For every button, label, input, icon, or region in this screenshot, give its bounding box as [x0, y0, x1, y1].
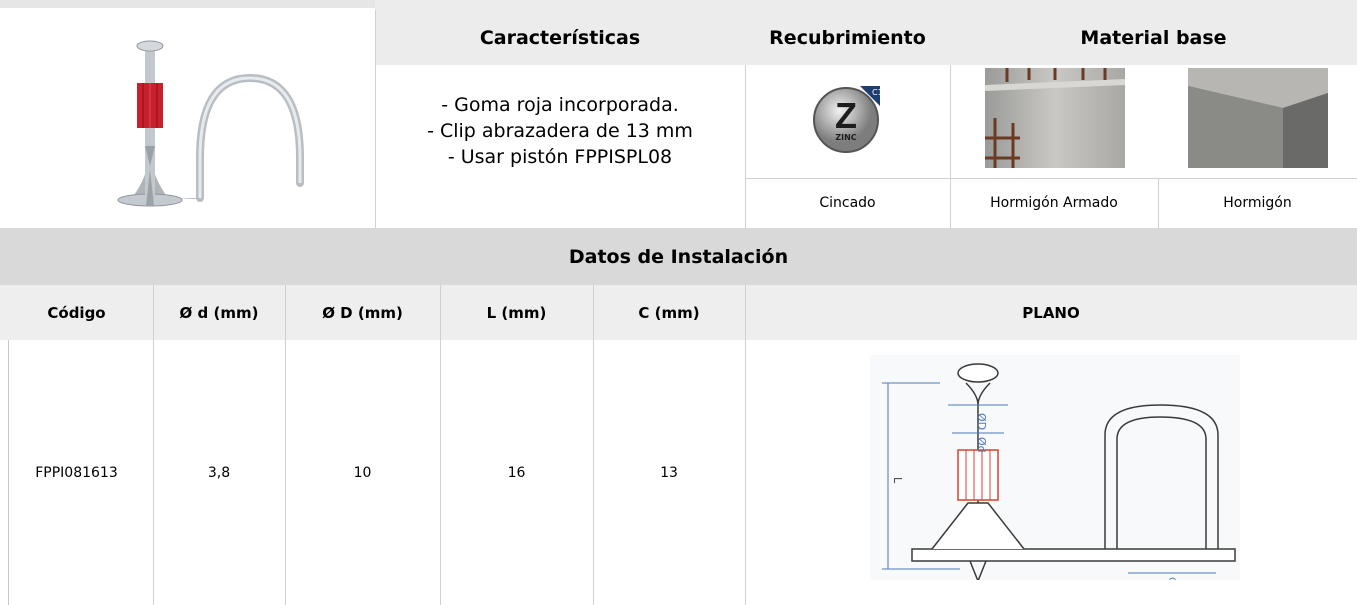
header-cell: Características: [479, 26, 641, 49]
divider: [8, 340, 9, 605]
cell: FPPI081613: [35, 464, 118, 481]
divider: [745, 178, 1357, 179]
column-header: Ø d (mm): [179, 303, 259, 322]
top-strip: [375, 0, 1357, 10]
divider: [950, 65, 951, 228]
column-header: L (mm): [486, 303, 547, 322]
divider: [440, 285, 441, 605]
dimension-label: L: [891, 477, 904, 484]
characteristic: - Usar pistón FPPISPL08: [447, 146, 673, 168]
dimension-label: Ød: [975, 437, 988, 453]
characteristic: - Clip abrazadera de 13 mm: [427, 120, 693, 142]
reinforced-concrete-image: [985, 68, 1125, 168]
header-cell: Recubrimiento: [769, 26, 926, 49]
technical-drawing: ØD Ød L C: [870, 355, 1240, 580]
column-header: PLANO: [1022, 303, 1080, 322]
divider: [285, 285, 286, 605]
badge-class: C1: [872, 88, 883, 97]
coating-label: Cincado: [819, 195, 876, 211]
badge-letter: Z: [835, 95, 857, 136]
cell: 3,8: [207, 464, 231, 481]
product-image: [117, 40, 304, 207]
divider: [745, 285, 746, 605]
divider: [375, 10, 376, 228]
divider: [745, 65, 746, 228]
divider: [153, 285, 154, 605]
column-header: C (mm): [638, 303, 700, 322]
material-label: Hormigón Armado: [990, 195, 1118, 211]
material-label: Hormigón: [1223, 195, 1292, 211]
dimension-label: C: [1166, 577, 1177, 580]
column-header-row: [0, 285, 1357, 340]
characteristic: - Goma roja incorporada.: [441, 94, 679, 116]
zinc-badge: C1 Z ZINC: [813, 86, 883, 153]
top-strip: [0, 0, 375, 8]
header-cell: Material base: [1080, 26, 1227, 49]
badge-label: ZINC: [835, 133, 856, 142]
concrete-image: [1188, 68, 1328, 168]
dimension-label: ØD: [975, 413, 988, 430]
characteristics: - Goma roja incorporada. - Clip abrazade…: [375, 92, 745, 170]
cell: 16: [507, 464, 526, 481]
section-title: Datos de Instalación: [0, 228, 1357, 285]
column-header: Ø D (mm): [322, 303, 403, 322]
header-band: [375, 10, 1357, 65]
cell: 10: [353, 464, 372, 481]
divider: [1158, 178, 1159, 228]
column-header: Código: [47, 303, 106, 322]
divider: [593, 285, 594, 605]
cell: 13: [660, 464, 678, 481]
